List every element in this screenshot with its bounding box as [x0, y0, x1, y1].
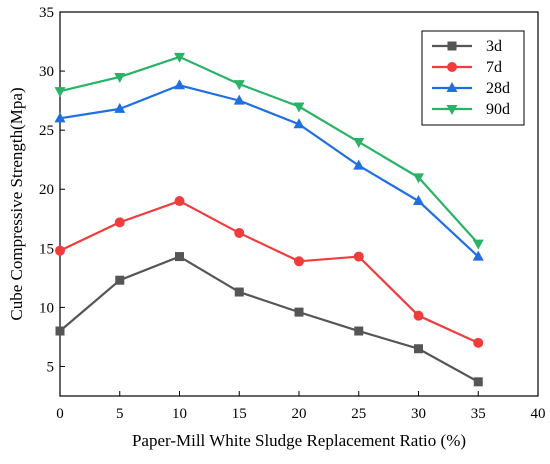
- x-tick-label: 30: [411, 406, 426, 422]
- y-tick-label: 20: [39, 182, 54, 198]
- y-tick-label: 30: [39, 64, 54, 80]
- legend-marker: [446, 82, 458, 92]
- y-tick-label: 25: [39, 123, 54, 139]
- data-point-3d: [414, 344, 423, 354]
- data-point-3d: [55, 326, 65, 336]
- data-point-28d: [54, 112, 66, 123]
- data-point-3d: [473, 377, 483, 387]
- legend-item-7d: 7d: [432, 59, 502, 76]
- legend-marker: [447, 62, 457, 72]
- legend-item-90d: 90d: [432, 101, 510, 118]
- series-3d: [55, 252, 483, 387]
- y-tick-label: 15: [39, 241, 54, 257]
- data-point-28d: [353, 159, 365, 170]
- data-point-90d: [472, 239, 484, 250]
- legend-item-28d: 28d: [432, 80, 510, 97]
- data-point-7d: [473, 337, 484, 348]
- series-layer: [54, 52, 484, 387]
- y-axis-ticks: 5 10 15 20 25 30 35: [39, 5, 65, 375]
- data-point-3d: [234, 287, 244, 297]
- x-tick-label: 0: [56, 406, 64, 422]
- data-point-28d: [233, 94, 245, 105]
- data-point-3d: [294, 307, 304, 317]
- data-point-7d: [413, 310, 424, 321]
- legend: 3d 7d 28d 90d: [421, 30, 525, 126]
- legend-label: 28d: [486, 80, 510, 97]
- data-point-28d: [114, 102, 126, 113]
- y-tick-label: 5: [47, 359, 55, 375]
- series-line-3d: [59, 255, 479, 383]
- x-axis-title: Paper-Mill White Sludge Replacement Rati…: [132, 431, 466, 450]
- data-point-7d: [114, 217, 125, 228]
- data-point-90d: [114, 72, 126, 83]
- series-7d: [55, 196, 484, 348]
- series-line-7d: [59, 199, 479, 344]
- legend-label: 3d: [486, 38, 502, 55]
- data-point-90d: [413, 173, 424, 184]
- data-point-7d: [234, 227, 245, 238]
- x-tick-label: 15: [232, 406, 247, 422]
- legend-marker: [446, 105, 458, 115]
- series-line-28d: [59, 84, 479, 258]
- data-point-28d: [472, 250, 484, 261]
- data-point-90d: [353, 137, 365, 148]
- y-tick-label: 35: [39, 5, 54, 21]
- x-tick-label: 5: [116, 406, 124, 422]
- legend-label: 7d: [486, 59, 502, 76]
- legend-label: 90d: [486, 101, 510, 118]
- data-point-7d: [353, 251, 364, 262]
- data-point-28d: [293, 118, 305, 129]
- x-tick-label: 25: [351, 406, 366, 422]
- y-tick-label: 10: [39, 300, 54, 316]
- data-point-7d: [294, 256, 304, 267]
- legend-marker: [447, 41, 457, 51]
- x-tick-label: 10: [172, 406, 187, 422]
- data-point-28d: [174, 79, 185, 90]
- data-point-90d: [233, 80, 245, 91]
- data-point-3d: [115, 275, 125, 285]
- data-point-90d: [174, 52, 185, 63]
- x-tick-label: 20: [292, 406, 307, 422]
- data-point-90d: [293, 102, 305, 113]
- series-90d: [54, 52, 484, 250]
- y-axis-title: Cube Compressive Strength(Mpa): [7, 87, 26, 320]
- legend-item-3d: 3d: [432, 38, 502, 55]
- data-point-28d: [413, 195, 424, 206]
- data-point-3d: [354, 326, 364, 336]
- x-axis-ticks: 0 5 10 15 20 25 30 35 40: [56, 391, 546, 422]
- x-tick-label: 35: [471, 406, 486, 422]
- data-point-90d: [54, 87, 66, 98]
- data-point-7d: [174, 196, 185, 207]
- data-point-3d: [175, 252, 184, 262]
- series-line-90d: [59, 55, 480, 245]
- data-point-7d: [55, 245, 65, 256]
- x-tick-label: 40: [531, 406, 546, 422]
- series-28d: [54, 79, 484, 261]
